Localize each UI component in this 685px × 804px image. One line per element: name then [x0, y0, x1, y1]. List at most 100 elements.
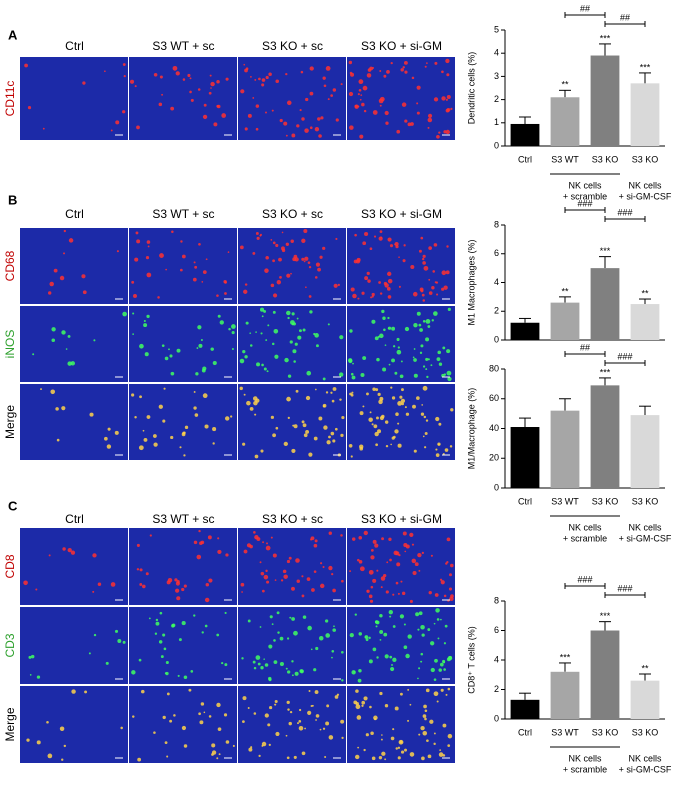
stain-dot [248, 747, 253, 752]
stain-dot [413, 358, 417, 362]
stain-dot [67, 334, 71, 338]
stain-dot [422, 319, 426, 323]
stain-dot [446, 245, 449, 248]
stain-dot [309, 310, 313, 314]
stain-dot [50, 389, 56, 395]
group-label: + scramble [563, 764, 607, 774]
stain-dot [48, 554, 51, 557]
x-tick-label: S3 WT [551, 496, 579, 506]
bracket-label: ## [580, 3, 590, 13]
stain-dot [405, 412, 410, 416]
stain-dot [146, 272, 152, 278]
stain-dot [370, 555, 375, 560]
stain-dot [194, 413, 199, 417]
stain-dot [368, 417, 373, 422]
stain-dot [308, 295, 312, 298]
stain-dot [67, 548, 72, 553]
stain-dot [110, 582, 116, 587]
stain-dot [211, 750, 217, 755]
stain-dot [56, 438, 60, 442]
significance: ** [641, 663, 649, 673]
stain-dot [218, 753, 221, 756]
group-label: NK cells [568, 180, 602, 190]
stain-dot [410, 264, 415, 270]
stain-dot [421, 756, 425, 761]
stain-dot [374, 336, 379, 341]
stain-dot [426, 739, 429, 742]
x-tick-label: S3 KO [592, 496, 619, 506]
stain-dot [244, 127, 248, 131]
micrograph [129, 384, 237, 460]
stain-dot [279, 636, 284, 641]
stain-dot [314, 539, 318, 543]
stain-dot [403, 623, 406, 626]
stain-dot [401, 388, 404, 392]
micrograph [129, 306, 237, 382]
stain-dot [399, 374, 404, 379]
stain-dot [425, 319, 431, 324]
y-tick-label: 2 [494, 94, 499, 104]
significance: ** [561, 286, 569, 296]
stain-dot [424, 446, 427, 449]
stain-dot [372, 647, 377, 652]
stain-dot [430, 554, 433, 557]
stain-dot [92, 590, 95, 593]
stain-dot [448, 655, 452, 660]
stain-dot [428, 278, 431, 281]
stain-dot [131, 280, 135, 284]
stain-dot [396, 349, 402, 355]
stain-dot [421, 551, 424, 554]
stain-dot [213, 122, 218, 127]
stain-dot [139, 343, 144, 349]
stain-dot [372, 110, 378, 115]
stain-dot [305, 97, 309, 102]
stain-dot [442, 723, 447, 728]
stain-dot [173, 714, 176, 717]
stain-dot [49, 281, 54, 287]
stain-dot [307, 625, 312, 631]
stain-dot [204, 597, 210, 603]
stain-dot [261, 363, 264, 367]
stain-dot [403, 645, 408, 650]
stain-dot [427, 325, 431, 328]
stain-dot [390, 61, 393, 65]
column-header: Ctrl [65, 512, 84, 526]
stain-dot [331, 399, 335, 403]
stain-dot [368, 569, 374, 575]
stain-dot [350, 455, 353, 458]
stain-dot [443, 642, 447, 645]
stain-dot [281, 246, 285, 251]
stain-dot [394, 241, 399, 247]
stain-dot [266, 580, 270, 584]
bar [550, 97, 580, 146]
group-label: + si-GM-CSF [619, 191, 672, 201]
stain-dot [286, 396, 291, 402]
micrograph [238, 228, 346, 304]
stain-dot [413, 348, 416, 350]
stain-dot [385, 444, 389, 448]
y-tick-label: 8 [494, 219, 499, 229]
stain-dot [65, 348, 68, 350]
stain-dot [352, 537, 356, 541]
stain-dot [379, 230, 383, 234]
stain-dot [389, 655, 393, 659]
stain-dot [147, 245, 150, 248]
stain-dot [449, 596, 454, 602]
stain-dot [252, 251, 256, 255]
stain-dot [416, 85, 421, 90]
stain-dot [392, 657, 397, 662]
stain-dot [303, 260, 306, 263]
stain-dot [264, 663, 269, 667]
stain-dot [132, 312, 135, 315]
stain-dot [372, 539, 377, 544]
stain-dot [381, 537, 385, 541]
stain-dot [196, 554, 202, 560]
stain-dot [302, 328, 306, 332]
stain-dot [268, 678, 272, 682]
stain-dot [358, 79, 364, 85]
stain-dot [416, 311, 421, 316]
stain-dot [391, 358, 395, 363]
stain-dot [363, 109, 367, 113]
stain-dot [395, 412, 399, 416]
stain-dot [418, 611, 423, 616]
